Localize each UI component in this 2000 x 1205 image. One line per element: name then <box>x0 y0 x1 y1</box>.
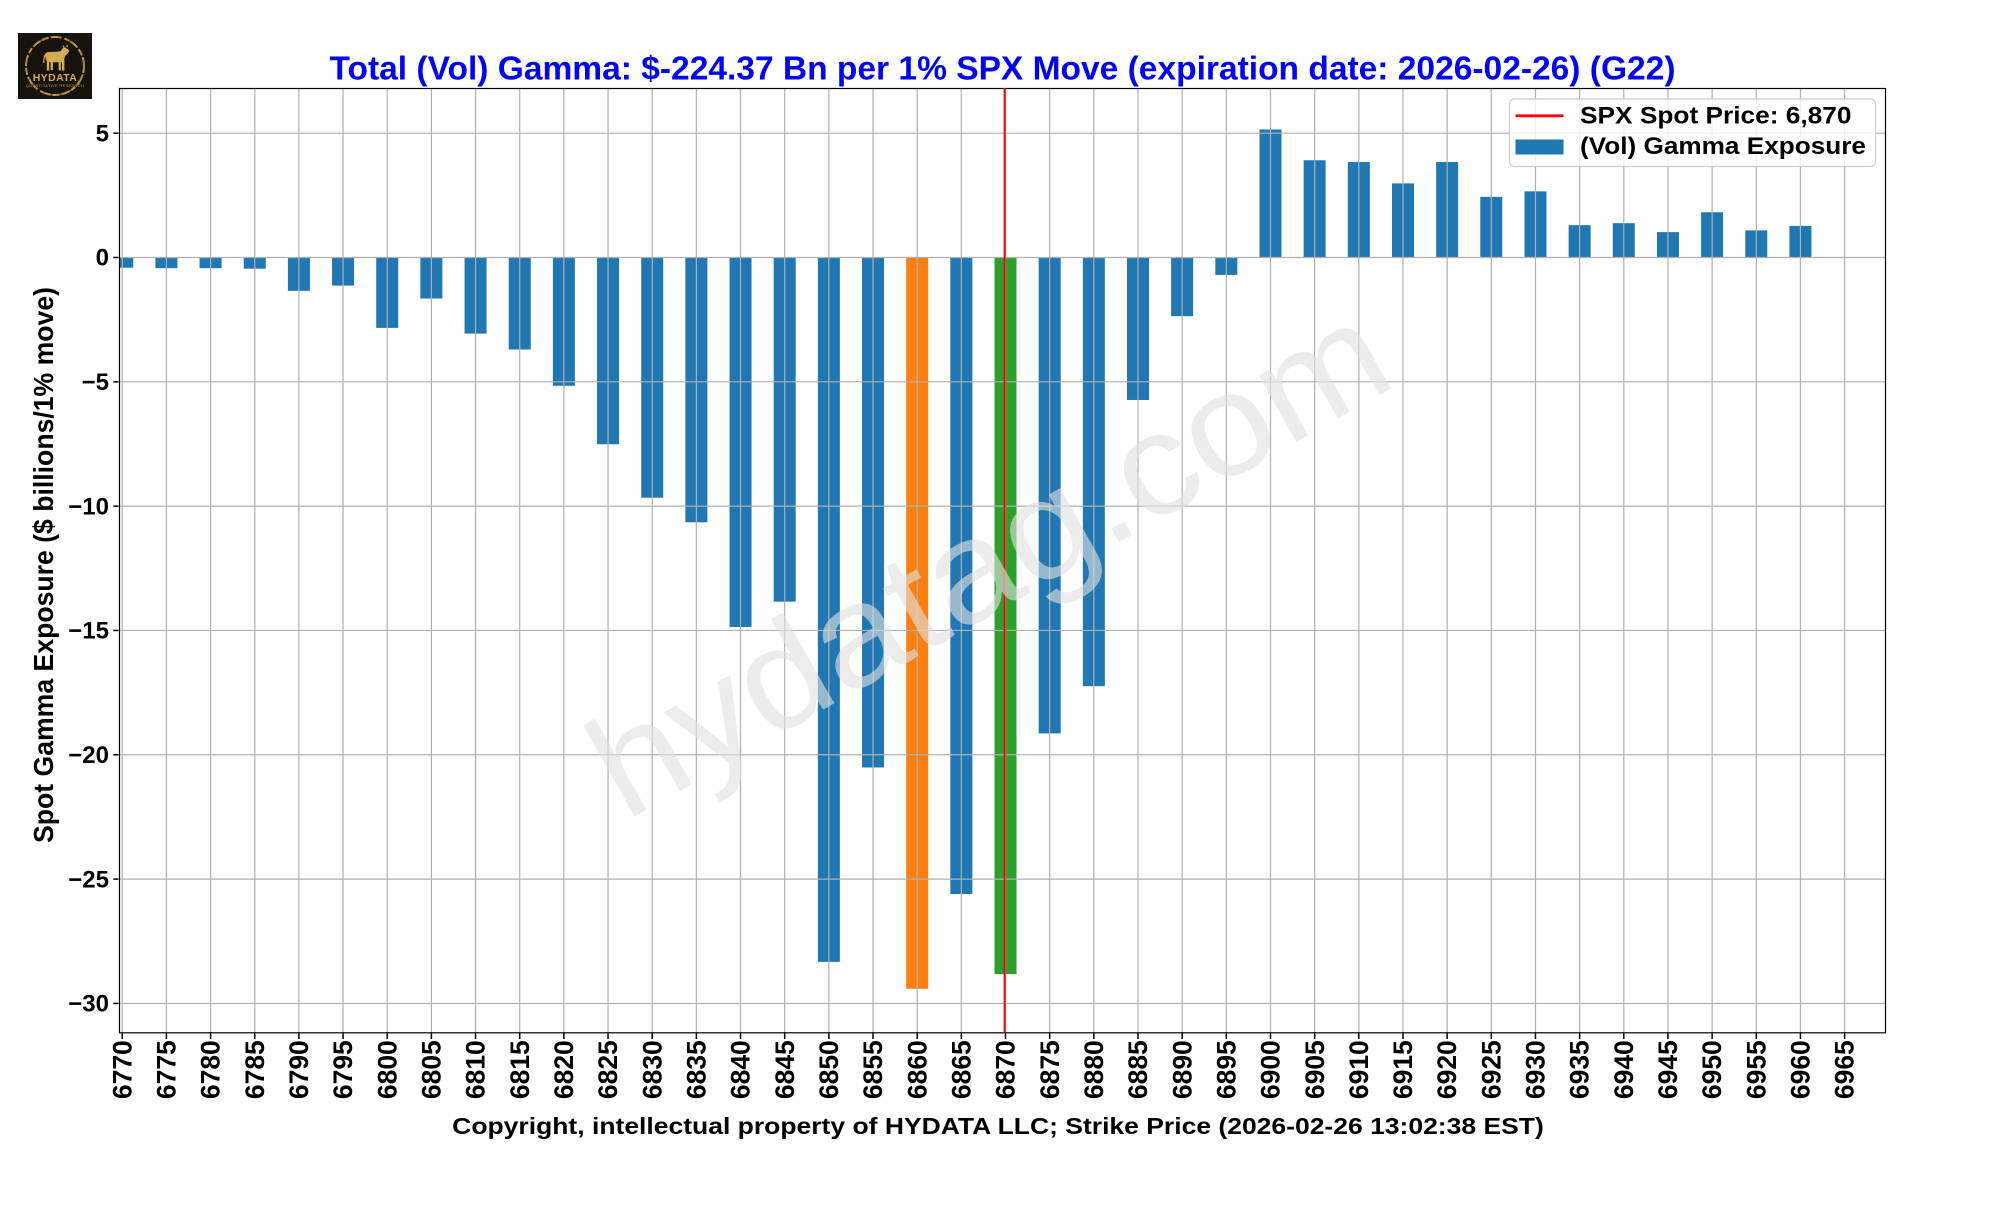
svg-text:6865: 6865 <box>946 1040 976 1099</box>
svg-text:6870: 6870 <box>991 1040 1021 1099</box>
svg-text:6960: 6960 <box>1786 1040 1816 1099</box>
svg-text:QUANTITATIVE RESEARCH: QUANTITATIVE RESEARCH <box>26 83 84 88</box>
svg-text:6895: 6895 <box>1211 1040 1241 1099</box>
svg-text:HYDATA: HYDATA <box>33 72 78 84</box>
svg-text:5: 5 <box>96 120 109 147</box>
svg-text:6905: 6905 <box>1300 1040 1330 1099</box>
svg-text:6840: 6840 <box>726 1040 756 1099</box>
svg-text:SPX Spot Price: 6,870: SPX Spot Price: 6,870 <box>1580 102 1852 129</box>
svg-text:6915: 6915 <box>1388 1040 1418 1099</box>
svg-text:6835: 6835 <box>681 1040 711 1099</box>
svg-text:6815: 6815 <box>505 1040 535 1099</box>
svg-text:6930: 6930 <box>1521 1040 1551 1099</box>
svg-text:−25: −25 <box>68 866 109 893</box>
svg-text:6880: 6880 <box>1079 1040 1109 1099</box>
svg-text:6830: 6830 <box>637 1040 667 1099</box>
svg-text:Copyright, intellectual proper: Copyright, intellectual property of HYDA… <box>452 1113 1544 1139</box>
svg-text:6965: 6965 <box>1830 1040 1860 1099</box>
svg-text:6955: 6955 <box>1741 1040 1771 1099</box>
svg-text:6855: 6855 <box>858 1040 888 1099</box>
svg-text:Total (Vol) Gamma: $-224.37 Bn: Total (Vol) Gamma: $-224.37 Bn per 1% SP… <box>330 50 1676 87</box>
svg-text:−30: −30 <box>68 991 109 1018</box>
svg-text:6780: 6780 <box>196 1040 226 1099</box>
svg-text:6885: 6885 <box>1123 1040 1153 1099</box>
svg-text:6940: 6940 <box>1609 1040 1639 1099</box>
svg-text:6860: 6860 <box>902 1040 932 1099</box>
svg-text:−20: −20 <box>68 742 109 769</box>
svg-text:6820: 6820 <box>549 1040 579 1099</box>
svg-text:6775: 6775 <box>152 1040 182 1099</box>
svg-text:6950: 6950 <box>1697 1040 1727 1099</box>
svg-text:6900: 6900 <box>1256 1040 1286 1099</box>
svg-text:6795: 6795 <box>328 1040 358 1099</box>
svg-text:6850: 6850 <box>814 1040 844 1099</box>
svg-text:6890: 6890 <box>1167 1040 1197 1099</box>
svg-text:0: 0 <box>96 245 109 272</box>
svg-text:6925: 6925 <box>1476 1040 1506 1099</box>
svg-text:6935: 6935 <box>1565 1040 1595 1099</box>
svg-text:Spot Gamma Exposure ($ billion: Spot Gamma Exposure ($ billions/1% move) <box>28 287 59 843</box>
svg-text:6810: 6810 <box>461 1040 491 1099</box>
svg-text:6875: 6875 <box>1035 1040 1065 1099</box>
svg-text:6805: 6805 <box>416 1040 446 1099</box>
svg-text:−15: −15 <box>68 618 109 645</box>
svg-text:6910: 6910 <box>1344 1040 1374 1099</box>
svg-text:(Vol) Gamma Exposure: (Vol) Gamma Exposure <box>1580 133 1866 160</box>
svg-text:6945: 6945 <box>1653 1040 1683 1099</box>
svg-text:−5: −5 <box>82 369 109 396</box>
svg-text:6785: 6785 <box>240 1040 270 1099</box>
svg-text:6770: 6770 <box>107 1040 137 1099</box>
svg-text:−10: −10 <box>68 493 109 520</box>
svg-text:6790: 6790 <box>284 1040 314 1099</box>
svg-text:6800: 6800 <box>372 1040 402 1099</box>
svg-text:6845: 6845 <box>770 1040 800 1099</box>
svg-text:6825: 6825 <box>593 1040 623 1099</box>
svg-text:6920: 6920 <box>1432 1040 1462 1099</box>
